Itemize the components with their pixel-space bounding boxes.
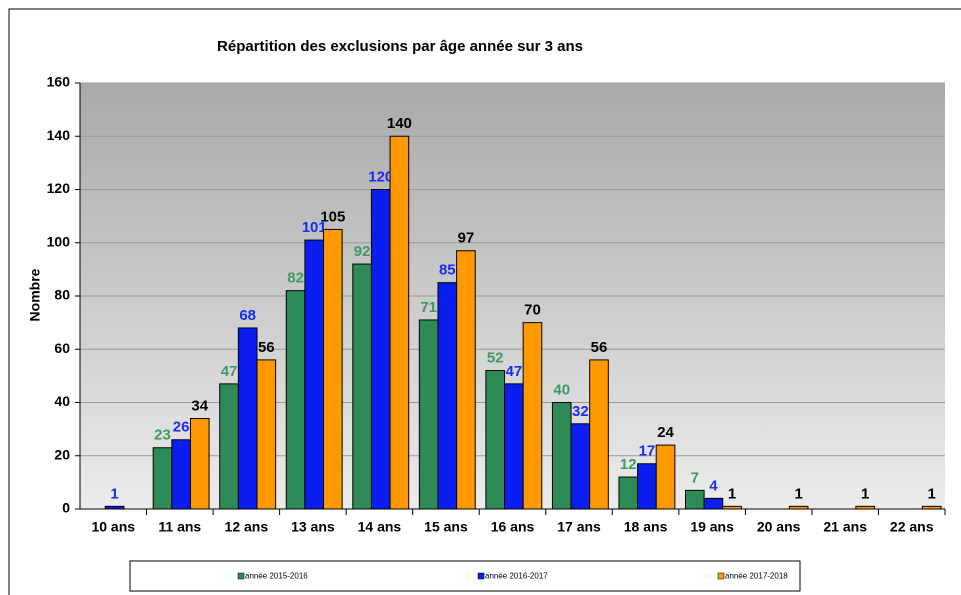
bar	[323, 228, 343, 510]
data-label: 1	[728, 485, 736, 502]
data-label: 1	[928, 485, 936, 502]
data-label: 7	[691, 469, 699, 486]
data-label: 17	[639, 443, 656, 460]
data-label: 70	[524, 302, 541, 319]
data-label: 34	[191, 397, 208, 414]
y-tick-label: 40	[54, 393, 70, 409]
bar	[570, 423, 591, 510]
bar	[855, 505, 875, 510]
bar	[504, 383, 524, 510]
x-tick-label: 17 ans	[557, 519, 601, 535]
data-label: 52	[487, 350, 504, 367]
data-label: 56	[258, 339, 275, 356]
y-tick-label: 60	[54, 340, 70, 356]
data-label: 12	[620, 456, 637, 473]
data-label: 56	[591, 339, 608, 356]
bar	[456, 250, 476, 510]
bar	[788, 505, 809, 510]
x-tick-label: 12 ans	[225, 519, 269, 535]
data-label: 47	[505, 363, 522, 380]
x-tick-label: 18 ans	[624, 519, 668, 535]
data-label: 71	[420, 299, 437, 316]
data-label: 1	[861, 485, 869, 502]
bar	[418, 319, 439, 510]
bar	[722, 505, 742, 510]
bar	[237, 327, 258, 510]
data-label: 68	[239, 307, 256, 324]
legend-swatch	[237, 572, 245, 580]
bar	[152, 447, 173, 510]
legend-label: année 2016-2017	[485, 572, 548, 581]
x-tick-label: 11 ans	[158, 519, 201, 535]
bar	[285, 290, 306, 510]
data-label: 85	[439, 262, 456, 279]
bar	[256, 359, 277, 510]
bar	[485, 370, 506, 510]
bar	[685, 489, 705, 510]
data-label: 101	[302, 219, 327, 236]
x-tick-label: 10 ans	[91, 519, 135, 535]
data-label: 47	[221, 363, 238, 380]
x-tick-label: 22 ans	[890, 519, 934, 535]
y-tick-label: 20	[54, 446, 70, 462]
data-label: 120	[368, 168, 393, 185]
data-label: 23	[154, 427, 171, 444]
y-tick-label: 140	[47, 127, 71, 143]
y-tick-label: 100	[47, 233, 71, 249]
x-tick-label: 20 ans	[757, 519, 801, 535]
data-label: 1	[110, 485, 118, 502]
data-label: 32	[572, 403, 589, 420]
legend-label: année 2015-2016	[245, 572, 308, 581]
legend-swatch	[477, 572, 485, 580]
bar	[618, 476, 639, 510]
bar	[522, 322, 543, 510]
bar	[104, 505, 125, 510]
data-label: 40	[553, 381, 570, 398]
y-tick-label: 160	[47, 74, 71, 90]
data-label: 1	[794, 485, 802, 502]
data-label: 140	[387, 115, 412, 132]
bar	[551, 402, 572, 510]
bar	[171, 439, 191, 510]
x-tick-label: 19 ans	[690, 519, 734, 535]
legend	[129, 560, 801, 592]
legend-label: année 2017-2018	[725, 572, 788, 581]
x-tick-label: 14 ans	[358, 519, 402, 535]
bar	[921, 505, 942, 510]
bar	[589, 359, 609, 510]
bar	[389, 135, 410, 510]
y-tick-label: 80	[54, 287, 70, 303]
bar	[219, 383, 239, 510]
data-label: 97	[458, 230, 475, 247]
bar	[352, 263, 372, 510]
bar	[370, 189, 391, 510]
bar	[655, 444, 676, 510]
data-label: 26	[173, 419, 190, 436]
chart-title: Répartition des exclusions par âge année…	[217, 38, 583, 55]
data-label: 82	[287, 270, 304, 287]
y-axis-label: Nombre	[27, 268, 43, 321]
x-tick-label: 16 ans	[491, 519, 535, 535]
y-tick-label: 0	[62, 500, 70, 516]
data-label: 105	[320, 208, 345, 225]
bar	[189, 417, 210, 510]
x-tick-label: 13 ans	[291, 519, 335, 535]
y-tick-label: 120	[47, 180, 71, 196]
x-tick-label: 21 ans	[823, 519, 867, 535]
frame	[8, 8, 961, 595]
bar	[304, 239, 325, 510]
x-tick-label: 15 ans	[424, 519, 468, 535]
bar	[637, 463, 657, 510]
data-label: 4	[709, 477, 718, 494]
data-label: 24	[657, 424, 674, 441]
bar	[437, 282, 458, 510]
legend-swatch	[717, 572, 725, 580]
data-label: 92	[354, 243, 371, 260]
bar	[703, 497, 724, 510]
